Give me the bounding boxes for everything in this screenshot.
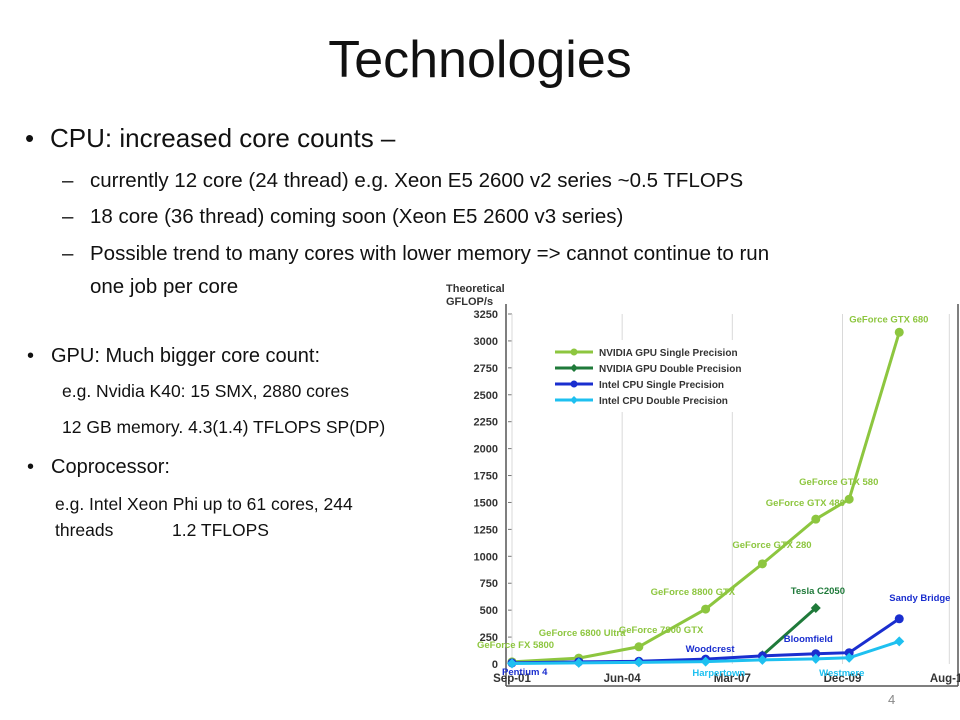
legend-label: Intel CPU Single Precision [599,380,724,391]
series-line [511,639,900,665]
cpu-item-text: Possible trend to many cores with lower … [90,242,770,265]
dash-icon: – [62,242,74,265]
point-label: GeForce GTX 280 [732,540,811,551]
y-tick-label: 500 [480,605,498,617]
data-point [701,604,711,614]
coprocessor-heading: Coprocessor: [51,456,170,478]
y-tick-label: 2750 [474,363,498,375]
point-label: GeForce 6800 Ultra [539,628,626,639]
gpu-line: e.g. Nvidia K40: 15 SMX, 2880 cores [62,381,349,401]
point-label: Sandy Bridge [889,593,950,604]
data-point [700,656,711,667]
cpu-item-text: 18 core (36 thread) coming soon (Xeon E5… [90,205,624,228]
coprocessor-line: threads [55,520,114,540]
data-point [810,603,821,613]
x-tick-label: Jun-04 [604,673,642,685]
page-number: 4 [888,692,896,707]
data-point [757,654,768,665]
cpu-item-text: currently 12 core (24 thread) e.g. Xeon … [90,169,744,192]
data-point [507,658,517,669]
bullet-dot-icon: • [25,123,35,153]
data-point [634,642,644,652]
data-point [810,653,821,664]
y-tick-label: 1500 [474,497,498,509]
bullet-dot-icon: • [27,456,35,478]
series-line [511,331,901,664]
point-label: GeForce 7800 GTX [619,625,704,636]
legend-marker [570,348,578,356]
y-tick-label: 2500 [474,390,498,402]
y-tick-label: 750 [480,578,498,590]
y-axis-label: Theoretical [446,283,505,295]
y-tick-label: 3250 [474,309,498,321]
gpu-line: 12 GB memory. 4.3(1.4) TFLOPS SP(DP) [62,417,386,437]
data-point [633,657,644,668]
data-point [811,649,821,659]
point-label: GeForce GTX 680 [849,314,928,325]
y-axis-label: GFLOP/s [446,296,493,308]
y-tick-label: 1000 [474,551,498,563]
point-label: GeForce GTX 480 [766,498,845,509]
data-point [757,559,767,569]
point-label: Harpertown [692,668,745,679]
point-label: GeForce 8800 GTX [651,587,736,598]
y-tick-label: 1750 [474,471,498,483]
point-label: Tesla C2050 [791,586,845,597]
coprocessor-line: 1.2 TFLOPS [172,520,269,540]
data-point [573,657,584,668]
data-point [844,494,854,504]
cpu-item-text: one job per core [90,275,239,298]
data-point [844,652,855,663]
y-tick-label: 1250 [474,524,498,536]
data-point [894,614,904,624]
coprocessor-line: e.g. Intel Xeon Phi up to 61 cores, 244 [55,494,353,514]
legend-marker [570,396,578,404]
point-label: Pentium 4 [502,667,548,678]
point-label: GeForce GTX 580 [799,477,878,488]
point-label: Woodcrest [686,644,736,655]
point-label: Westmere [819,668,864,679]
x-tick-label: Dec-09 [824,673,862,685]
data-point [844,648,854,658]
slide-title: Technologies [328,31,632,89]
gflops-chart: Theoretical GFLOP/s 0 250 500 750 1000 1250 1500… [440,278,960,690]
legend-label: Intel CPU Double Precision [599,396,728,407]
series-line [761,606,817,657]
data-point [894,327,904,337]
y-tick-label: 250 [480,632,498,644]
y-tick-label: 3000 [474,336,498,348]
x-tick-label: Aug-12 [930,673,960,685]
bullet-dot-icon: • [27,345,35,367]
point-label: Bloomfield [784,634,833,645]
cpu-heading: CPU: increased core counts – [50,123,396,153]
legend-marker [570,380,578,388]
legend-label: NVIDIA GPU Double Precision [599,364,741,375]
dash-icon: – [62,169,74,192]
x-tick-label: Mar-07 [714,673,751,685]
y-tick-label: 2250 [474,417,498,429]
x-tick-label: Sep-01 [493,673,531,685]
gpu-heading: GPU: Much bigger core count: [51,345,321,367]
y-tick-label: 0 [492,659,498,671]
point-label: GeForce FX 5800 [477,640,554,651]
legend-label: NVIDIA GPU Single Precision [599,348,738,359]
legend-marker [570,364,578,372]
y-tick-label: 2000 [474,444,498,456]
data-point [894,636,905,647]
data-point [811,514,821,524]
dash-icon: – [62,205,74,228]
